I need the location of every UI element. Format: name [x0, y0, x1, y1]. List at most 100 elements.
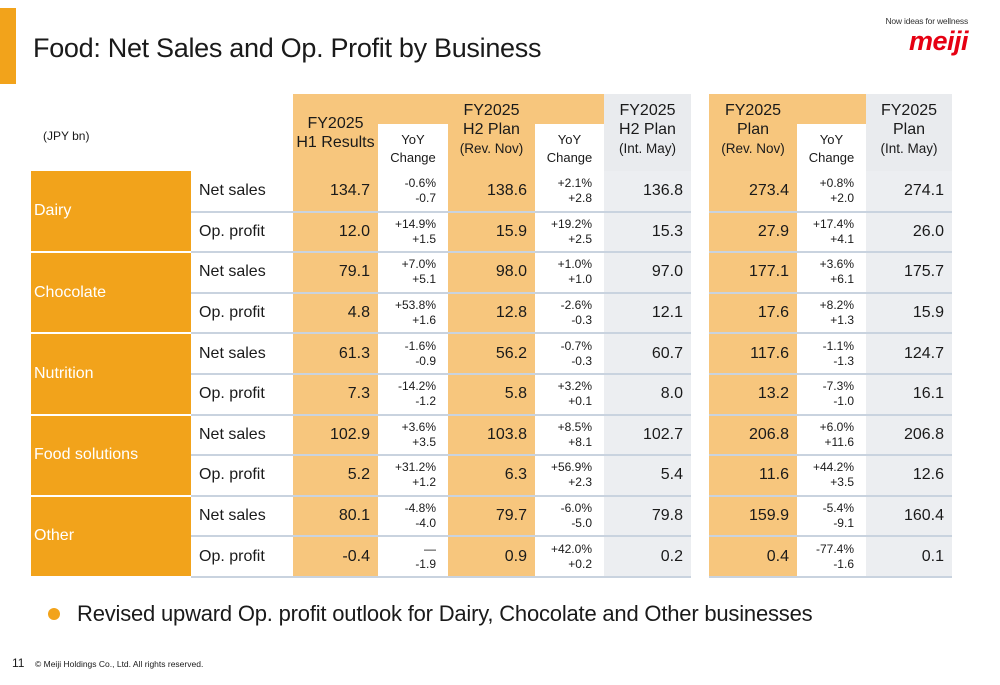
- fy-yoy-change: +17.4% +4.1: [797, 211, 866, 254]
- h2-plan-rev-value: 98.0: [448, 252, 535, 294]
- table-row: Food solutions Net sales 102.9 +3.6% +3.5 103…: [31, 414, 952, 497]
- metric-label: Op. profit: [191, 455, 293, 497]
- h2-plan-rev-value: 15.9: [448, 211, 535, 254]
- table-row: Op. profit 7.3 -14.2% -1.2 5.8 +3.2% +0.1 8.0 13…: [31, 373, 952, 416]
- h2-plan-int-value: 15.3: [604, 211, 691, 254]
- fy-plan-rev-value: 0.4: [709, 536, 797, 578]
- table-row: Chocolate Net sales 79.1 +7.0% +5.1 98.0 +1.0%…: [31, 252, 952, 335]
- bullet-dot-icon: [48, 608, 60, 620]
- h2-plan-int-value: 5.4: [604, 455, 691, 497]
- table-row: Dairy Net sales 134.7 -0.6% -0.7 138.6 +2.1% +2…: [31, 171, 952, 254]
- yoy-amount: +5.1: [412, 272, 436, 287]
- fy-yoy-change: +3.6% +6.1: [797, 252, 866, 294]
- yoy-amount: +1.0: [568, 272, 592, 287]
- h2-yoy-change: +42.0% +0.2: [535, 536, 604, 578]
- yoy-percent: -0.7%: [560, 338, 592, 353]
- yoy-percent: +8.2%: [819, 298, 854, 313]
- yoy-amount: -5.0: [571, 516, 592, 531]
- segment-label: Chocolate: [31, 252, 191, 335]
- segment-label: Other: [31, 495, 191, 578]
- summary-bullet-text: Revised upward Op. profit outlook for Da…: [77, 601, 813, 626]
- h2-yoy-change: -0.7% -0.3: [535, 333, 604, 375]
- h1-results-value: 61.3: [293, 333, 378, 375]
- yoy-amount: -1.6: [833, 556, 854, 571]
- yoy-amount: -1.3: [833, 353, 854, 368]
- h2-plan-int-value: 60.7: [604, 333, 691, 375]
- yoy-amount: -1.9: [415, 556, 436, 571]
- h2-plan-rev-value: 103.8: [448, 414, 535, 457]
- h2-plan-int-value: 12.1: [604, 292, 691, 335]
- header-h2-plan-rev: FY2025 H2 Plan (Rev. Nov): [448, 94, 535, 171]
- fy-plan-int-value: 15.9: [866, 292, 952, 335]
- yoy-amount: -4.0: [415, 516, 436, 531]
- metric-label: Net sales: [191, 252, 293, 294]
- yoy-percent: +2.1%: [557, 175, 592, 190]
- h1-results-value: 7.3: [293, 373, 378, 416]
- yoy-amount: +1.6: [412, 313, 436, 328]
- yoy-percent: +1.0%: [557, 257, 592, 272]
- yoy-percent: -4.8%: [404, 501, 436, 516]
- yoy-amount: +6.1: [830, 272, 854, 287]
- h2-yoy-change: +2.1% +2.8: [535, 171, 604, 213]
- h2-plan-rev-value: 5.8: [448, 373, 535, 416]
- meiji-logo: Now ideas for wellness meiji: [885, 16, 968, 56]
- h2-yoy-change: +1.0% +1.0: [535, 252, 604, 294]
- fy-plan-rev-value: 159.9: [709, 495, 797, 538]
- fy-plan-int-value: 274.1: [866, 171, 952, 213]
- yoy-percent: +19.2%: [550, 216, 592, 231]
- yoy-amount: +1.5: [412, 231, 436, 246]
- h1-results-value: 134.7: [293, 171, 378, 213]
- fy-plan-int-value: 206.8: [866, 414, 952, 457]
- yoy-percent: -6.0%: [560, 501, 592, 516]
- page-title: Food: Net Sales and Op. Profit by Busine…: [33, 33, 542, 63]
- metric-label: Net sales: [191, 414, 293, 457]
- metric-label: Op. profit: [191, 211, 293, 254]
- yoy-amount: -0.9: [415, 353, 436, 368]
- fy-yoy-change: +44.2% +3.5: [797, 455, 866, 497]
- yoy-percent: —: [424, 541, 436, 556]
- metric-label: Net sales: [191, 495, 293, 538]
- yoy-percent: -7.3%: [822, 379, 854, 394]
- fy-plan-int-value: 175.7: [866, 252, 952, 294]
- yoy-percent: +0.8%: [819, 175, 854, 190]
- unit-label: (JPY bn): [43, 128, 90, 143]
- fy-plan-rev-value: 177.1: [709, 252, 797, 294]
- fy-plan-rev-value: 206.8: [709, 414, 797, 457]
- sales-profit-table: (JPY bn) FY2025 H1 Results FY2025 H2 Plan(…: [31, 94, 952, 578]
- fy-plan-rev-value: 13.2: [709, 373, 797, 416]
- yoy-percent: +3.6%: [401, 419, 436, 434]
- h1-results-value: 80.1: [293, 495, 378, 538]
- header-fy-yoy: YoY Change: [808, 132, 855, 165]
- h2-plan-int-value: 97.0: [604, 252, 691, 294]
- h1-yoy-change: +31.2% +1.2: [378, 455, 448, 497]
- h2-plan-int-value: 102.7: [604, 414, 691, 457]
- fy-plan-rev-value: 117.6: [709, 333, 797, 375]
- h1-yoy-change: -14.2% -1.2: [378, 373, 448, 416]
- h2-yoy-change: +56.9% +2.3: [535, 455, 604, 497]
- yoy-percent: +53.8%: [394, 298, 436, 313]
- h1-results-value: 102.9: [293, 414, 378, 457]
- header-fy-plan-rev: FY2025 Plan (Rev. Nov): [709, 94, 797, 171]
- header-h2-yoy: YoY Change: [546, 132, 593, 165]
- h2-plan-rev-value: 6.3: [448, 455, 535, 497]
- logo-tagline: Now ideas for wellness: [885, 16, 968, 26]
- fy-plan-rev-value: 273.4: [709, 171, 797, 213]
- h2-plan-rev-value: 0.9: [448, 536, 535, 578]
- segment-label: Food solutions: [31, 414, 191, 497]
- h2-plan-int-value: 8.0: [604, 373, 691, 416]
- header-h1-results: FY2025 H1 Results: [293, 94, 378, 171]
- header-h1-yoy: YoY Change: [390, 132, 436, 165]
- yoy-amount: +1.3: [830, 313, 854, 328]
- yoy-percent: -5.4%: [822, 501, 854, 516]
- yoy-amount: -1.0: [833, 394, 854, 409]
- metric-label: Net sales: [191, 171, 293, 213]
- h2-yoy-change: +3.2% +0.1: [535, 373, 604, 416]
- yoy-percent: +17.4%: [812, 216, 854, 231]
- table-row: Op. profit 4.8 +53.8% +1.6 12.8 -2.6% -0.3 12.1…: [31, 292, 952, 335]
- yoy-percent: -14.2%: [397, 379, 436, 394]
- yoy-percent: +8.5%: [557, 419, 592, 434]
- header-fy-plan-int: FY2025 Plan (Int. May): [866, 94, 952, 171]
- yoy-percent: +6.0%: [819, 419, 854, 434]
- header-h2-plan-int: FY2025 H2 Plan (Int. May): [604, 94, 691, 171]
- yoy-amount: -0.3: [571, 313, 592, 328]
